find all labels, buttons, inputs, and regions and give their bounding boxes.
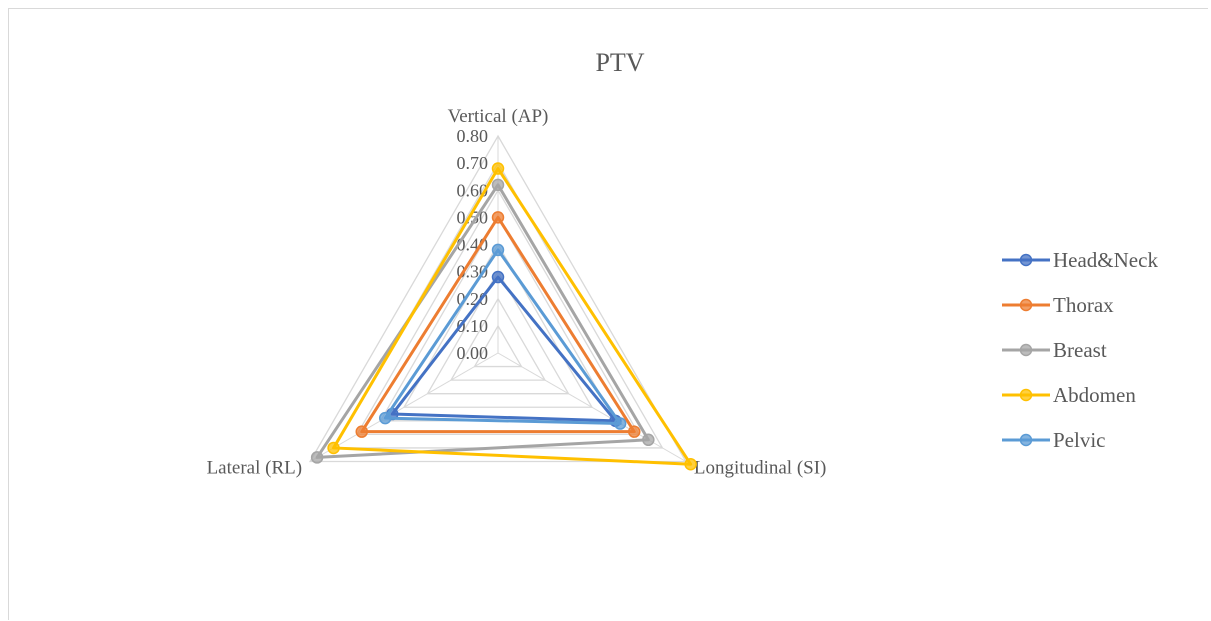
series-line [360, 215, 636, 434]
data-point [491, 243, 505, 257]
grid-ring [308, 134, 688, 463]
legend-item: Abdomen [1002, 383, 1136, 407]
chart-title: PTV [595, 48, 644, 77]
grid-spoke [497, 352, 687, 462]
data-point [327, 441, 340, 455]
grid-ring [449, 297, 547, 381]
data-point [613, 417, 627, 430]
series-line [383, 248, 622, 426]
grid-ring [426, 270, 570, 395]
tick-label: 0.80 [457, 126, 489, 146]
legend-label: Thorax [1053, 293, 1114, 317]
grid-ring [473, 324, 523, 368]
radar-chart: PTV 0.000.100.200.300.400.500.600.700.80… [207, 48, 1159, 479]
axis-label: Lateral (RL) [207, 458, 302, 479]
legend-item: Thorax [1002, 293, 1114, 317]
legend-label: Breast [1053, 338, 1107, 362]
legend-marker [1019, 253, 1033, 267]
data-point [491, 162, 505, 175]
tick-label: 0.00 [457, 343, 489, 363]
data-point [378, 411, 392, 425]
grid-ring [402, 243, 594, 408]
grid-spoke [309, 352, 499, 462]
legend: Head&Neck Thorax Breast Abdomen Pelvic [1002, 248, 1158, 452]
series-pelvic [378, 243, 627, 430]
chart-area: PTV 0.00 0.10 0.20 0.30 0.40 0.50 0.60 0.70 0.80… [8, 8, 1208, 620]
series-line [390, 275, 617, 423]
legend-label: Abdomen [1053, 383, 1136, 407]
data-series [310, 162, 697, 471]
radial-tick-labels: 0.000.100.200.300.400.500.600.700.80 [457, 126, 489, 363]
data-point [642, 433, 655, 447]
data-point [627, 425, 641, 438]
data-point [491, 211, 505, 224]
legend-item: Head&Neck [1002, 248, 1158, 272]
legend-label: Pelvic [1053, 428, 1106, 452]
tick-label: 0.70 [457, 153, 489, 173]
data-point [491, 178, 505, 192]
tick-label: 0.20 [457, 289, 489, 309]
legend-item: Breast [1002, 338, 1107, 362]
axis-label: Vertical (AP) [448, 106, 549, 127]
data-point [355, 425, 369, 438]
data-point [684, 457, 697, 471]
legend-label: Head&Neck [1053, 248, 1158, 272]
series-line [332, 167, 693, 466]
axis-labels: Vertical (AP) Longitudinal (SI) Lateral (R… [207, 106, 827, 479]
data-point [310, 451, 324, 464]
data-point [491, 270, 505, 284]
legend-marker [1019, 388, 1033, 402]
grid-ring [355, 188, 641, 436]
axis-label: Longitudinal (SI) [694, 458, 826, 479]
tick-label: 0.40 [457, 235, 489, 255]
legend-marker [1019, 433, 1033, 447]
legend-marker [1019, 343, 1033, 357]
legend-item: Pelvic [1002, 428, 1106, 452]
tick-label: 0.60 [457, 180, 489, 200]
legend-marker [1019, 298, 1033, 312]
series-abdomen [327, 162, 697, 471]
series-thorax [355, 211, 641, 438]
